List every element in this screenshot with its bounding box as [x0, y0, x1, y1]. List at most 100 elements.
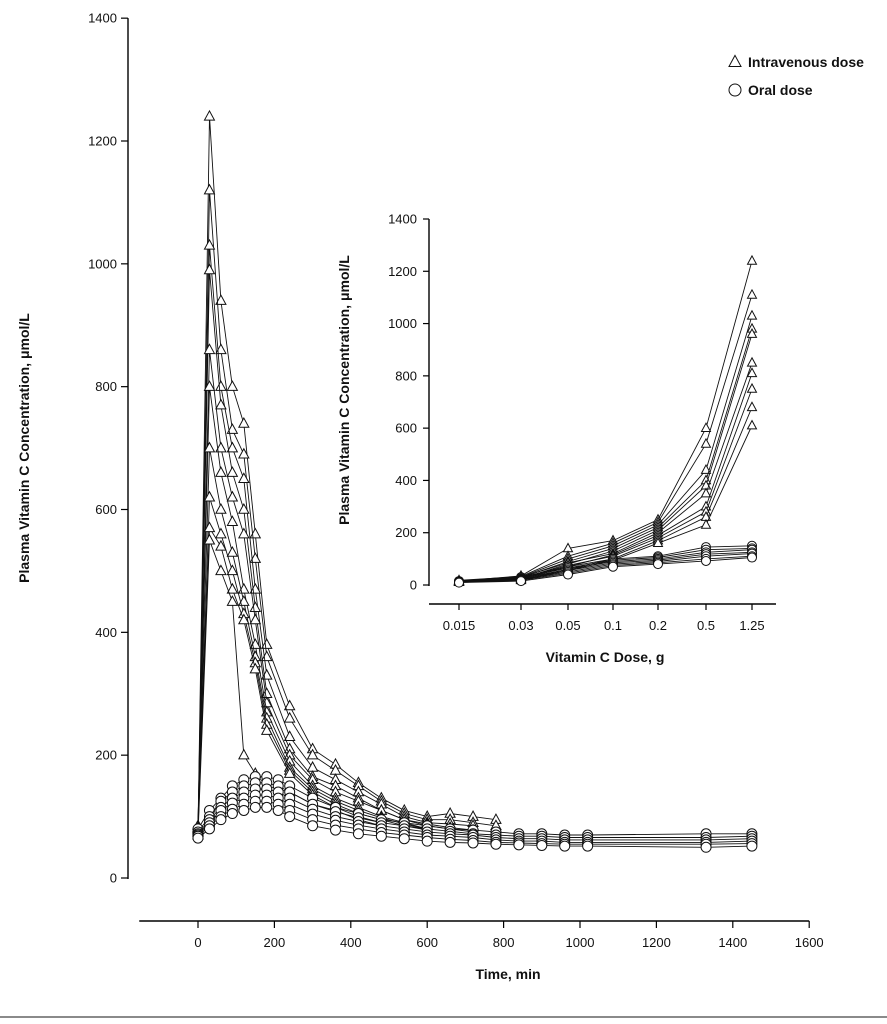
inset-data-point [746, 328, 758, 338]
inset-data-point [516, 576, 526, 587]
inset-x-tick-label: 0.015 [443, 618, 476, 633]
main-data-point [306, 748, 319, 760]
inset-data-point [700, 463, 712, 474]
inset-data-point [746, 367, 758, 378]
main-data-point [226, 582, 239, 594]
main-data-point [238, 748, 250, 760]
main-data-point [272, 804, 284, 816]
main-data-point [203, 183, 216, 195]
inset-data-point [653, 559, 663, 570]
main-series-line [197, 269, 474, 836]
main-data-point [421, 835, 433, 847]
inset-y-tick-label: 1000 [388, 316, 417, 331]
main-data-point [238, 416, 250, 428]
main-data-point [283, 767, 296, 778]
main-data-point [226, 423, 239, 434]
main-data-point [746, 840, 758, 852]
main-series-line [197, 349, 474, 833]
main-x-tick-label: 800 [493, 935, 515, 950]
inset-data-point [608, 561, 618, 572]
main-y-tick-label: 1200 [88, 134, 117, 149]
main-data-point [283, 711, 296, 723]
inset-data-point [746, 401, 758, 412]
main-data-point [203, 343, 216, 355]
main-data-point [226, 441, 239, 453]
main-data-point [203, 441, 216, 453]
inset-x-tick-label: 0.2 [649, 618, 667, 633]
inset-x-axis-title: Vitamin C Dose, g [546, 649, 665, 665]
main-series-16 [192, 801, 758, 853]
inset-x-tick-label: 1.25 [739, 618, 764, 633]
inset-data-point [746, 288, 758, 299]
main-data-point [238, 447, 250, 459]
main-data-point [260, 724, 273, 735]
main-data-point [203, 109, 216, 121]
main-data-point [249, 601, 262, 613]
main-y-tick-label: 800 [95, 379, 117, 394]
inset-data-point [746, 382, 758, 393]
bottom-divider [0, 1016, 887, 1018]
main-y-tick-label: 600 [95, 502, 117, 517]
inset-data-point [563, 569, 573, 580]
main-data-point [215, 527, 227, 539]
main-data-point [203, 380, 216, 391]
main-data-point [375, 830, 387, 842]
main-data-point [700, 841, 712, 853]
legend-item-oral: Oral dose [728, 82, 813, 98]
main-data-point [283, 699, 296, 711]
inset-x-tick-label: 0.03 [508, 618, 533, 633]
main-data-point [249, 662, 262, 674]
main-data-point [238, 613, 250, 625]
triangle-icon [728, 54, 742, 67]
inset-data-point [746, 309, 758, 320]
main-data-point [467, 837, 479, 849]
main-data-point [215, 564, 227, 576]
inset-data-point [746, 419, 758, 430]
inset-y-tick-label: 0 [410, 578, 417, 593]
main-data-point [307, 820, 319, 832]
inset-data-point [700, 518, 712, 529]
inset-data-point [700, 487, 712, 498]
main-x-tick-label: 1400 [718, 935, 747, 950]
main-data-point [215, 814, 227, 826]
main-data-point [283, 730, 296, 741]
main-data-point [249, 552, 262, 563]
legend-label: Oral dose [748, 82, 813, 98]
inset-y-tick-label: 600 [395, 421, 417, 436]
inset-y-tick-label: 1200 [388, 264, 417, 279]
main-x-tick-label: 0 [194, 935, 201, 950]
main-data-point [215, 380, 227, 391]
inset-data-point [700, 422, 712, 433]
main-data-point [226, 466, 239, 477]
main-x-tick-label: 1000 [566, 935, 595, 950]
main-data-point [203, 521, 216, 533]
inset-y-tick-label: 400 [395, 473, 417, 488]
main-data-point [352, 828, 364, 840]
inset-x-tick-label: 0.1 [604, 618, 622, 633]
main-x-tick-label: 1200 [642, 935, 671, 950]
main-data-point [444, 836, 456, 848]
main-data-point [226, 490, 239, 502]
main-data-point [238, 472, 250, 484]
main-data-point [226, 545, 239, 557]
main-data-point [203, 533, 216, 545]
main-data-point [226, 595, 239, 606]
main-data-point [330, 824, 342, 836]
main-data-point [215, 466, 227, 477]
main-data-point [215, 502, 227, 514]
main-y-tick-label: 200 [95, 748, 117, 763]
main-data-point [249, 613, 262, 625]
inset-x-tick-label: 0.5 [697, 618, 715, 633]
inset-chart: 0 200 400 600 800 1000 1200 1400 0.015 0.03 0.05 0.… [300, 205, 790, 675]
main-series-line [197, 245, 474, 829]
main-data-point [559, 840, 571, 852]
main-data-point [238, 527, 250, 539]
main-data-point [203, 238, 216, 250]
main-data-point [215, 294, 227, 305]
inset-background [300, 205, 790, 675]
main-data-point [226, 380, 239, 391]
main-x-tick-label: 600 [416, 935, 438, 950]
inset-data-point [454, 577, 464, 588]
inset-data-point [746, 356, 758, 367]
